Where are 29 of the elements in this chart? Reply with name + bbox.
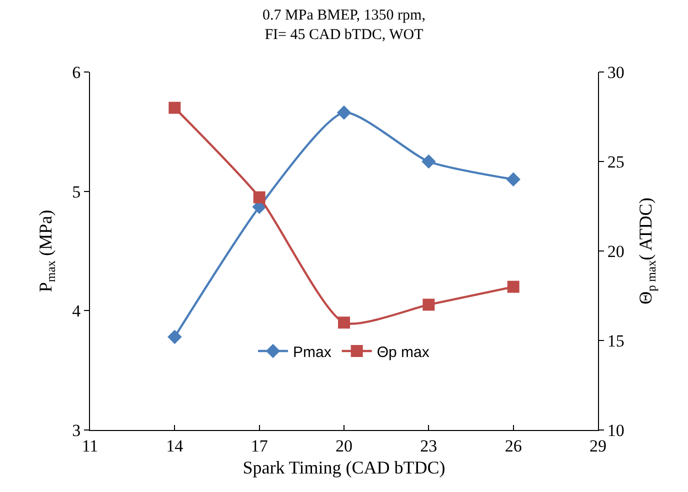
y-tick-label: 5 xyxy=(72,182,81,202)
x-tick-label: 29 xyxy=(590,436,606,456)
x-tick-label: 26 xyxy=(504,436,522,456)
x-tick-label: 23 xyxy=(420,436,438,456)
y-tick-label: 4 xyxy=(72,302,82,321)
y2-tick-label: 20 xyxy=(607,242,624,261)
x-tick-label: 17 xyxy=(250,436,268,456)
y2-tick-label: 15 xyxy=(607,331,624,350)
point xyxy=(168,102,181,114)
y2-tick-label: 30 xyxy=(607,62,624,82)
point xyxy=(336,105,352,120)
x-tick-label: 11 xyxy=(82,436,98,456)
legend-label: Θp max xyxy=(376,344,430,361)
x-axis-title: Spark Timing (CAD bTDC) xyxy=(242,458,446,478)
point xyxy=(507,280,520,293)
point xyxy=(506,172,520,187)
y2-tick-label: 25 xyxy=(607,152,624,172)
y-tick-label: 3 xyxy=(72,420,81,440)
y2-tick-label: 10 xyxy=(607,420,624,440)
y-tick-label: 6 xyxy=(72,62,81,82)
point xyxy=(168,330,182,344)
legend-label: Pmax xyxy=(293,344,332,361)
point xyxy=(422,298,435,311)
x-tick-label: 20 xyxy=(336,436,352,456)
x-tick-label: 14 xyxy=(166,436,184,456)
point xyxy=(253,191,266,204)
point xyxy=(338,316,350,329)
chart-title: 0.7 MPa BMEP, 1350 rpm, FI= 45 CAD bTDC, WOT xyxy=(262,8,426,44)
point xyxy=(422,154,436,169)
